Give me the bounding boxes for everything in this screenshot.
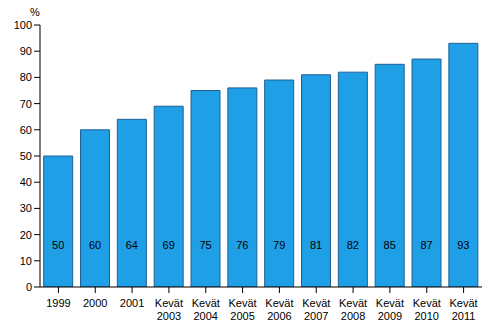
svg-text:0: 0 xyxy=(26,281,32,293)
svg-text:Kevät2009: Kevät2009 xyxy=(376,297,404,322)
svg-text:40: 40 xyxy=(20,176,32,188)
svg-text:2000: 2000 xyxy=(83,297,107,309)
svg-text:50: 50 xyxy=(52,239,64,251)
svg-text:20: 20 xyxy=(20,229,32,241)
svg-text:93: 93 xyxy=(457,239,469,251)
svg-text:Kevät2011: Kevät2011 xyxy=(450,297,478,322)
svg-text:79: 79 xyxy=(273,239,285,251)
svg-text:60: 60 xyxy=(20,124,32,136)
svg-text:10: 10 xyxy=(20,255,32,267)
svg-text:1999: 1999 xyxy=(46,297,70,309)
svg-text:Kevät2010: Kevät2010 xyxy=(413,297,441,322)
svg-text:85: 85 xyxy=(384,239,396,251)
svg-text:100: 100 xyxy=(14,19,32,31)
svg-text:80: 80 xyxy=(20,71,32,83)
svg-text:Kevät2007: Kevät2007 xyxy=(302,297,330,322)
svg-text:60: 60 xyxy=(89,239,101,251)
svg-text:82: 82 xyxy=(347,239,359,251)
svg-text:2001: 2001 xyxy=(120,297,144,309)
svg-text:Kevät2003: Kevät2003 xyxy=(155,297,183,322)
svg-text:70: 70 xyxy=(20,98,32,110)
svg-text:90: 90 xyxy=(20,45,32,57)
svg-text:30: 30 xyxy=(20,202,32,214)
svg-text:81: 81 xyxy=(310,239,322,251)
svg-text:Kevät2008: Kevät2008 xyxy=(339,297,367,322)
svg-text:Kevät2004: Kevät2004 xyxy=(192,297,220,322)
svg-text:Kevät2005: Kevät2005 xyxy=(229,297,257,322)
svg-text:50: 50 xyxy=(20,150,32,162)
svg-text:76: 76 xyxy=(236,239,248,251)
svg-text:75: 75 xyxy=(199,239,211,251)
svg-text:64: 64 xyxy=(126,239,138,251)
svg-text:87: 87 xyxy=(420,239,432,251)
svg-text:Kevät2006: Kevät2006 xyxy=(265,297,293,322)
svg-text:69: 69 xyxy=(163,239,175,251)
